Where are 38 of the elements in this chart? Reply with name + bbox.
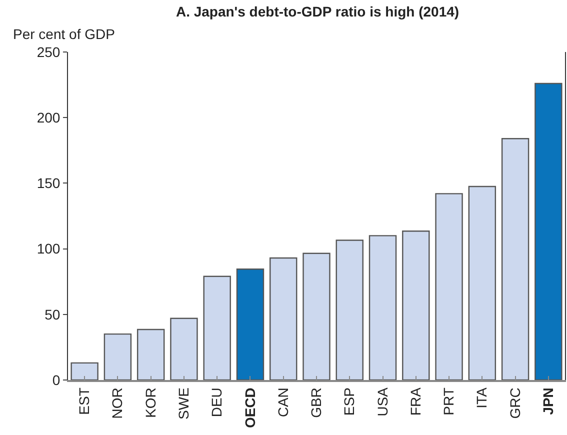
- y-tick-label: 0: [52, 372, 60, 388]
- bar: [302, 252, 330, 380]
- bar: [501, 138, 530, 380]
- y-tick-label: 150: [36, 175, 60, 192]
- bar: [468, 186, 496, 380]
- x-tick-label: USA: [374, 386, 390, 416]
- x-tick-label: KOR: [142, 388, 158, 418]
- y-tick-label: 50: [44, 306, 60, 322]
- x-tick-label: GBR: [308, 388, 324, 418]
- x-tick-label: SWE: [176, 388, 192, 420]
- bar: [203, 276, 231, 380]
- x-tick-label: PRT: [440, 387, 457, 416]
- y-tick-label: 100: [36, 240, 60, 257]
- bar: [336, 240, 364, 380]
- bar: [435, 193, 463, 380]
- bar: [368, 235, 397, 380]
- x-tick-label: ESP: [341, 388, 358, 416]
- y-axis-title: Per cent of GDP: [13, 26, 115, 42]
- bar: [104, 333, 132, 380]
- bar: [70, 362, 98, 380]
- x-tick-label: DEU: [208, 388, 225, 418]
- chart-title: A. Japan's debt-to-GDP ratio is high (2014): [176, 3, 460, 20]
- bar: [534, 82, 562, 380]
- x-tick-label: NOR: [109, 388, 126, 419]
- bar: [402, 230, 430, 380]
- x-tick-label: CAN: [274, 388, 291, 418]
- bar: [136, 328, 165, 380]
- y-tick-label: 250: [36, 44, 60, 60]
- y-tick-label: 200: [36, 110, 60, 126]
- x-tick-label: GRC: [506, 388, 523, 419]
- x-tick-label: JPN: [540, 388, 556, 415]
- bar: [236, 268, 264, 380]
- x-tick-label: ITA: [474, 386, 490, 408]
- x-tick-label: OECD: [242, 388, 258, 428]
- x-tick-label: FRA: [407, 386, 424, 416]
- bar: [170, 318, 198, 380]
- x-tick-label: EST: [76, 387, 92, 415]
- bar: [270, 257, 298, 380]
